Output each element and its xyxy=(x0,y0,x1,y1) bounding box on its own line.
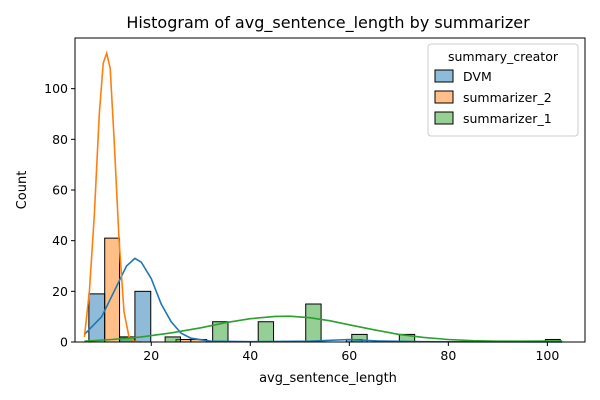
x-tick-label: 80 xyxy=(440,348,456,363)
x-tick-label: 60 xyxy=(341,348,357,363)
y-tick-label: 80 xyxy=(52,132,68,147)
legend-box xyxy=(427,43,579,137)
histogram-bar xyxy=(104,237,121,343)
histogram-bar xyxy=(164,336,181,343)
legend-label: summarizer_2 xyxy=(463,90,552,105)
kde-line xyxy=(83,50,142,343)
legend-label: summarizer_1 xyxy=(463,111,552,126)
x-axis-label: avg_sentence_length xyxy=(259,371,397,386)
y-tick-label: 0 xyxy=(60,335,68,350)
legend: summary_creator DVM summarizer_2 summarizer… xyxy=(427,43,579,137)
chart-title: Histogram of avg_sentence_length by summ… xyxy=(126,13,530,33)
y-tick-label: 100 xyxy=(44,81,68,96)
histogram-bar xyxy=(88,293,106,343)
histogram-bar xyxy=(134,290,152,343)
y-axis-label: Count xyxy=(15,171,30,210)
kde-line xyxy=(84,315,563,342)
x-tick-label: 100 xyxy=(535,348,559,363)
x-tick-label: 20 xyxy=(143,348,159,363)
legend-swatch xyxy=(434,111,454,125)
y-tick-label: 20 xyxy=(52,284,68,299)
kde-layer xyxy=(83,50,563,343)
histogram-bar xyxy=(305,303,322,343)
legend-swatch xyxy=(434,90,454,104)
kde-line xyxy=(83,257,563,343)
y-tick-label: 60 xyxy=(52,183,68,198)
x-tick-label: 40 xyxy=(242,348,258,363)
legend-label: DVM xyxy=(463,69,492,84)
bars-layer xyxy=(88,237,561,343)
legend-title: summary_creator xyxy=(448,49,559,64)
legend-swatch xyxy=(434,69,454,83)
y-tick-label: 40 xyxy=(52,233,68,248)
histogram-bar xyxy=(257,321,275,343)
